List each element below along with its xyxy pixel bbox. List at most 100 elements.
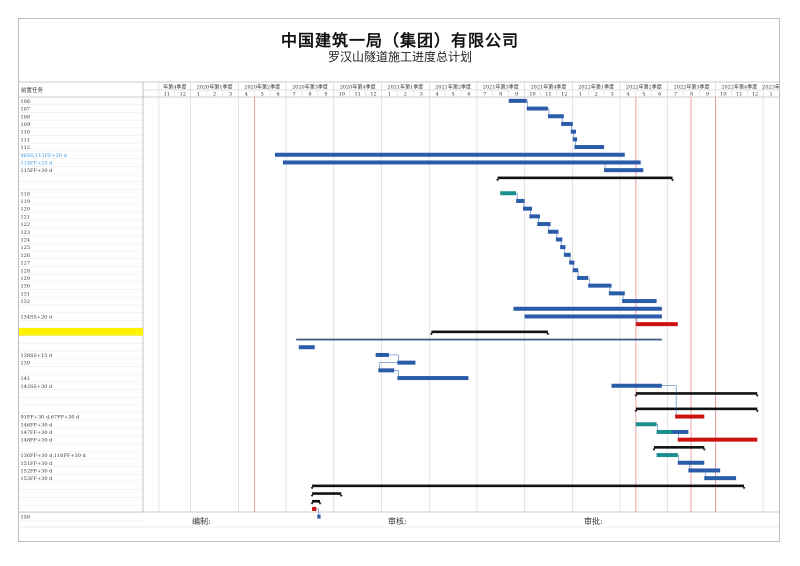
month-label: 6 xyxy=(467,91,470,97)
task-bar xyxy=(537,222,551,227)
task-bar xyxy=(561,121,573,126)
dependency-link xyxy=(530,208,533,215)
dependency-link xyxy=(604,162,641,169)
dependency-link xyxy=(672,429,674,433)
predecessor-label: 112 xyxy=(21,145,31,151)
dependency-link xyxy=(609,285,612,292)
month-label: 6 xyxy=(658,91,661,97)
page-subtitle: 罗汉山隧道施工进度总计划 xyxy=(327,50,472,64)
summary-bar xyxy=(312,492,342,495)
predecessor-label: 130 xyxy=(21,284,31,290)
dependency-link xyxy=(523,200,525,207)
month-label: 7 xyxy=(674,91,677,97)
task-column-header: 前置任务 xyxy=(21,86,44,94)
predecessor-label: 118 xyxy=(21,191,31,197)
predecessor-label: 131 xyxy=(21,291,31,297)
month-label: 10 xyxy=(339,91,345,97)
task-bar xyxy=(508,98,527,103)
month-label: 7 xyxy=(292,91,295,97)
task-bar xyxy=(526,106,548,111)
footer-approved: 审批: xyxy=(584,517,603,526)
month-label: 10 xyxy=(529,91,535,97)
dependency-link xyxy=(573,131,577,138)
predecessor-label: 148FF+30 d xyxy=(21,438,54,444)
predecessor-label: 106 xyxy=(21,99,31,105)
month-label: 4 xyxy=(436,91,439,97)
task-bar xyxy=(397,376,469,381)
task-bar xyxy=(523,206,533,211)
task-bar xyxy=(547,229,559,234)
thin-summary-bar xyxy=(296,338,662,341)
quarter-label: 2021年第4季度 xyxy=(530,84,566,91)
predecessor-label: 115FF+30 d xyxy=(21,168,54,174)
month-label: 11 xyxy=(164,91,170,97)
quarter-label: 2020年第3季度 xyxy=(292,84,328,91)
predecessor-label: 123 xyxy=(21,230,31,236)
task-bar xyxy=(572,268,579,273)
summary-start-cap xyxy=(634,394,638,397)
predecessor-label: 114FF+25 d xyxy=(21,161,54,167)
month-label: 11 xyxy=(545,91,551,97)
dependency-link xyxy=(560,239,563,246)
predecessor-label: 121 xyxy=(21,214,31,220)
dependency-link xyxy=(677,454,680,461)
footer-reviewed: 审核: xyxy=(388,517,407,526)
dependency-link xyxy=(547,108,550,115)
task-bar xyxy=(622,299,657,304)
dependency-link xyxy=(588,277,590,284)
task-bar xyxy=(547,114,564,119)
summary-end-cap xyxy=(339,494,343,498)
predecessor-label: 127 xyxy=(21,261,31,267)
critical-bar xyxy=(635,322,678,327)
summary-bar xyxy=(635,407,758,411)
predecessor-label: 147FF+30 d xyxy=(21,430,54,436)
month-label: 10 xyxy=(720,91,726,97)
gantt-sheet xyxy=(18,18,780,542)
summary-end-cap xyxy=(670,179,674,182)
task-bar xyxy=(560,245,566,250)
dependency-link xyxy=(575,139,578,146)
predecessor-label: 122 xyxy=(21,222,31,228)
quarter-label: 2023年 xyxy=(762,84,780,91)
dependency-link xyxy=(394,370,399,377)
dependency-link xyxy=(316,508,319,515)
dependency-link xyxy=(538,216,540,223)
month-label: 1 xyxy=(579,91,582,97)
task-bar xyxy=(569,260,575,265)
month-label: 5 xyxy=(261,91,264,97)
quarter-label: 2021年第1季度 xyxy=(387,84,423,91)
dependency-link xyxy=(636,316,662,323)
month-label: 3 xyxy=(420,91,423,97)
summary-start-cap xyxy=(310,494,314,498)
month-label: 9 xyxy=(515,91,518,97)
task-bar xyxy=(608,291,625,296)
month-label: 12 xyxy=(752,91,758,97)
quarter-label: 2020年第1季度 xyxy=(197,84,233,91)
summary-bar xyxy=(431,330,548,334)
task-bar xyxy=(574,145,605,150)
quarter-label: 2022年第1季度 xyxy=(578,84,614,91)
task-bar xyxy=(282,160,641,165)
task-bar xyxy=(516,198,525,203)
dependency-link xyxy=(622,293,625,300)
task-bar xyxy=(570,129,577,134)
task-bar xyxy=(704,476,737,481)
predecessor-label: 126 xyxy=(21,253,31,259)
summary-start-cap xyxy=(310,502,314,505)
predecessor-label: 124 xyxy=(21,238,31,244)
dependency-link xyxy=(705,470,721,477)
month-label: 8 xyxy=(690,91,693,97)
predecessor-label: 120 xyxy=(21,207,31,213)
task-bar xyxy=(378,368,395,373)
task-bar xyxy=(524,314,662,319)
month-label: 5 xyxy=(642,91,645,97)
month-label: 11 xyxy=(354,91,360,97)
dependency-link xyxy=(569,254,571,261)
dependency-link xyxy=(388,354,399,361)
summary-bar xyxy=(635,392,758,395)
task-bar xyxy=(375,352,389,357)
task-bar xyxy=(588,283,612,288)
predecessor-label: 142SS+30 d xyxy=(21,384,53,390)
highlight-row xyxy=(19,328,143,336)
quarter-label: 2020年第2季度 xyxy=(244,84,280,91)
